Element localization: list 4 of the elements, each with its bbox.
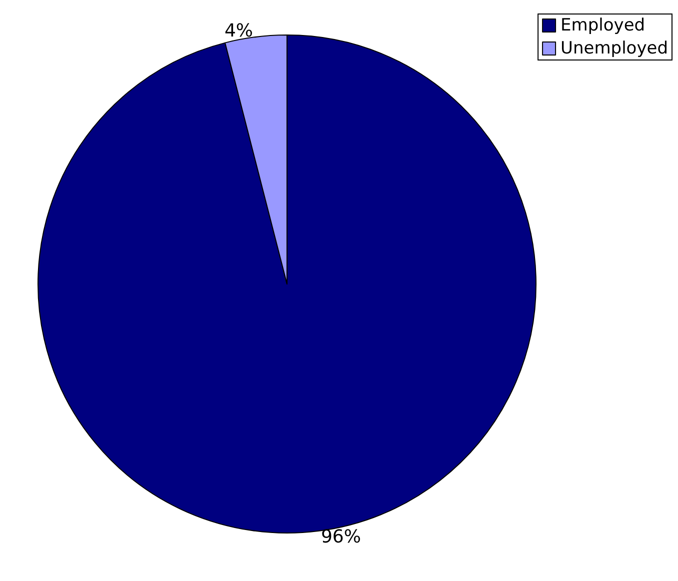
data-label: 96% bbox=[320, 526, 361, 548]
legend-label: Employed bbox=[560, 16, 646, 36]
data-label: 4% bbox=[224, 20, 254, 42]
legend-label: Unemployed bbox=[560, 38, 668, 58]
